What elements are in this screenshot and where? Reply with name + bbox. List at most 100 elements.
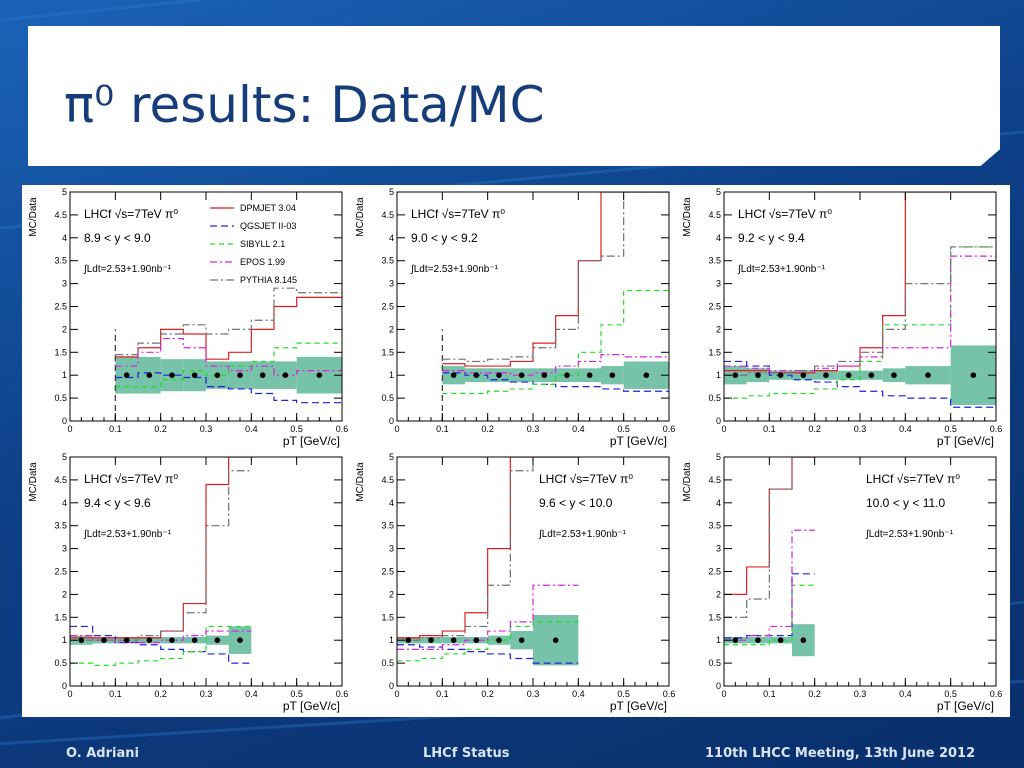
data-point — [609, 372, 616, 379]
y-tick-label: 3 — [716, 279, 721, 289]
data-point — [169, 637, 175, 643]
data-point — [450, 372, 457, 379]
x-tick-label: 0.4 — [572, 424, 585, 434]
series-line-qgsjet — [70, 625, 252, 664]
x-tick-label: 0.5 — [617, 424, 630, 434]
y-tick-label: 4 — [62, 233, 67, 243]
plot-area — [22, 185, 1010, 717]
data-point — [78, 637, 85, 643]
data-point — [123, 372, 130, 379]
y-tick-label: 3.5 — [381, 256, 394, 266]
series-line-dpmjet — [115, 296, 342, 360]
y-axis-title: MC/Data — [682, 462, 693, 502]
data-point — [845, 372, 852, 379]
y-tick-label: 2 — [716, 324, 721, 334]
y-tick-label: 0 — [62, 681, 67, 691]
data-point — [146, 637, 153, 643]
y-tick-label: 3 — [716, 544, 721, 554]
x-tick-label: 0.4 — [899, 424, 912, 434]
panel-header: LHCf √s=7TeV π⁰ — [539, 472, 633, 486]
luminosity-label: ∫Ldt=2.53+1.90nb⁻¹ — [865, 529, 954, 540]
x-tick-label: 0.2 — [808, 689, 821, 699]
plot-frame — [723, 456, 997, 687]
y-tick-label: 2 — [389, 324, 394, 334]
panel-content — [397, 457, 579, 666]
y-tick-label: 4.5 — [708, 475, 721, 485]
x-tick-label: 0.6 — [336, 424, 349, 434]
x-tick-label: 0.5 — [290, 689, 303, 699]
y-axis-title: MC/Data — [355, 462, 366, 502]
x-tick-label: 0.3 — [527, 424, 540, 434]
data-point — [552, 637, 559, 643]
data-point — [214, 372, 221, 379]
y-tick-label: 4.5 — [708, 210, 721, 220]
data-point — [732, 637, 739, 643]
series-line-pythia — [442, 192, 669, 363]
data-point — [800, 637, 807, 643]
x-axis-title: pT [GeV/c] — [610, 699, 667, 713]
x-tick-label: 0.6 — [663, 689, 676, 699]
x-tick-label: 0.1 — [436, 689, 449, 699]
footer-meeting: 110th LHCC Meeting, 13th June 2012 — [705, 746, 976, 761]
x-tick-label: 0.2 — [154, 424, 167, 434]
x-tick-label: 0.5 — [290, 424, 303, 434]
x-axis-title: pT [GeV/c] — [937, 699, 994, 713]
series-line-pythia — [724, 457, 815, 618]
luminosity-label: ∫Ldt=2.53+1.90nb⁻¹ — [83, 529, 172, 540]
y-tick-label: 0 — [389, 416, 394, 426]
x-tick-label: 0.4 — [245, 689, 258, 699]
data-point — [123, 637, 130, 643]
x-tick-label: 0.1 — [763, 689, 776, 699]
data-point — [169, 372, 175, 379]
data-point — [496, 637, 502, 643]
x-tick-label: 0.5 — [617, 689, 630, 699]
y-tick-label: 4 — [389, 233, 394, 243]
rapidity-range: 9.6 < y < 10.0 — [539, 496, 613, 510]
data-point — [777, 372, 784, 379]
series-line-epos — [442, 353, 669, 376]
y-tick-label: 5 — [62, 452, 67, 462]
series-line-epos — [724, 529, 815, 641]
y-axis-title: MC/Data — [28, 197, 39, 237]
x-tick-label: 0.5 — [944, 424, 957, 434]
x-tick-label: 0.2 — [808, 424, 821, 434]
footer-center: LHCf Status — [423, 746, 510, 761]
data-point — [237, 637, 243, 643]
y-tick-label: 1 — [389, 635, 394, 645]
x-tick-label: 0.6 — [336, 689, 349, 699]
title-card — [28, 26, 1000, 166]
panel-header: LHCf √s=7TeV π⁰ — [866, 472, 960, 486]
y-tick-label: 3.5 — [381, 521, 394, 531]
rapidity-range: 10.0 < y < 11.0 — [866, 496, 945, 510]
legend-entry: QGSJET II-03 — [240, 221, 296, 231]
y-tick-label: 5 — [389, 452, 394, 462]
panel-5: 0 0.5 1 1.5 2 2.5 3 3.5 4 4.5 5 0 0.1 0.2 0.3 0.4 0.5 0.6… — [355, 452, 675, 713]
data-point — [450, 637, 457, 643]
x-axis-title: pT [GeV/c] — [283, 434, 340, 448]
data-point — [259, 372, 266, 379]
y-tick-label: 1 — [716, 635, 721, 645]
data-point — [891, 372, 897, 379]
data-point — [214, 637, 221, 643]
y-tick-label: 4.5 — [381, 475, 394, 485]
data-point — [541, 372, 548, 379]
series-line-dpmjet — [397, 457, 579, 639]
x-tick-label: 0 — [721, 424, 726, 434]
panel-4: 0 0.5 1 1.5 2 2.5 3 3.5 4 4.5 5 0 0.1 0.2 0.3 0.4 0.5 0.6… — [28, 452, 348, 713]
data-point — [473, 637, 480, 643]
data-point — [586, 372, 593, 379]
y-tick-label: 2 — [389, 589, 394, 599]
legend-entry: PYTHIA 8.145 — [240, 275, 297, 285]
series-line-dpmjet — [724, 457, 815, 595]
y-tick-label: 0 — [716, 416, 721, 426]
x-tick-label: 0.6 — [990, 424, 1003, 434]
series-line-qgsjet — [397, 644, 579, 664]
x-tick-label: 0 — [67, 689, 72, 699]
y-tick-label: 3.5 — [54, 256, 67, 266]
series-line-pythia — [115, 287, 342, 356]
slide-title: π⁰ results: Data/MC — [64, 76, 545, 134]
x-tick-label: 0.6 — [663, 424, 676, 434]
data-point — [428, 637, 434, 643]
data-point — [316, 372, 323, 379]
rapidity-range: 9.4 < y < 9.6 — [84, 496, 151, 510]
